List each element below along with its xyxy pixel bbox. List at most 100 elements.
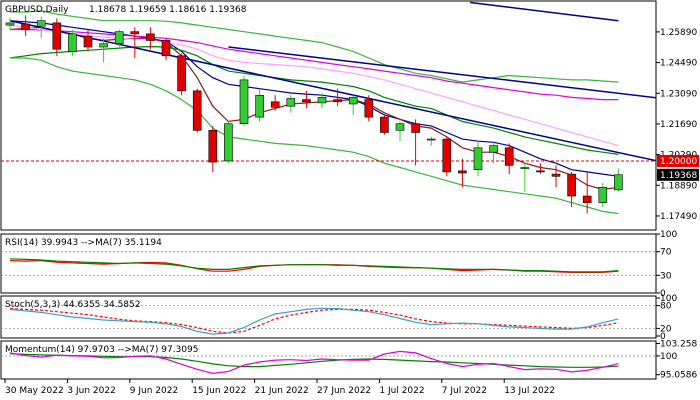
momentum-series-1 — [9, 350, 619, 375]
ohlc-header: 1.18678 1.19659 1.18616 1.19368 — [89, 5, 247, 15]
stoch-axis-tick-label: 0 — [660, 332, 666, 342]
candle-body — [114, 31, 124, 45]
rsi-series-1 — [9, 258, 619, 273]
momentum-axis-tick-label: 95.0586 — [660, 371, 697, 381]
candle-body — [302, 99, 311, 103]
rsi-axis: 100 70 30 0 — [656, 230, 677, 299]
time-axis: 30 May 2022 3 Jun 2022 9 Jun 2022 15 Jun 20… — [4, 379, 555, 396]
candle-body — [582, 195, 592, 203]
overlay-line-6 — [9, 24, 619, 147]
time-tick-label: 9 Jun 2022 — [130, 386, 178, 396]
stoch-panel: Stoch(5,3,3) 44.6355 34.5852 — [0, 295, 657, 339]
candle-body — [255, 94, 264, 118]
candle-body — [536, 170, 545, 173]
candle-body — [317, 97, 327, 104]
candle-body — [614, 174, 623, 191]
price-axis-tick-label: 1.25890 — [660, 28, 697, 38]
candle-body — [21, 23, 30, 30]
momentum-series-0 — [9, 353, 619, 368]
candle-body — [239, 79, 249, 125]
overlay-line-0 — [9, 20, 619, 177]
candle-body — [520, 167, 530, 169]
candle-body — [504, 147, 514, 166]
momentum-panel: Momentum(14) 97.9703 -->MA(7) 97.3095 — [0, 340, 657, 380]
overlay-line-3 — [10, 28, 619, 101]
time-tick-label: 3 Jun 2022 — [67, 386, 115, 396]
candle-body — [286, 98, 296, 107]
candle-body — [36, 20, 46, 27]
candle-body — [426, 138, 436, 141]
candle-body — [5, 22, 15, 26]
price-tag — [657, 168, 699, 181]
time-tick-label: 30 May 2022 — [5, 386, 64, 396]
momentum-axis-tick-label: 100 — [660, 352, 677, 362]
price-axis-tick-label: 1.18890 — [660, 181, 697, 191]
candle-body — [348, 97, 358, 105]
candle-body — [208, 129, 218, 163]
overlay-line-5 — [10, 57, 619, 215]
stoch-axis-tick-label: 100 — [660, 294, 677, 304]
time-tick-label: 1 Jul 2022 — [379, 386, 424, 396]
candle-body — [83, 35, 93, 48]
candle-body — [146, 33, 155, 41]
main-price-axis: 1.258901.244901.230901.216901.202901.188… — [656, 28, 699, 222]
candle-body — [473, 147, 483, 171]
level-tag-label: 1.20000 — [660, 157, 697, 167]
main-panel: GBPUSD,Daily 1.18678 1.19659 1.18616 1.1… — [0, 0, 657, 231]
time-tick-label: 15 Jun 2022 — [192, 386, 246, 396]
stoch-series-1 — [9, 307, 619, 335]
momentum-title: Momentum(14) 97.9703 -->MA(7) 97.3095 — [5, 345, 198, 355]
trendline-1 — [228, 46, 656, 99]
candle-body — [551, 173, 561, 177]
momentum-axis: 103.258 100 95.0586 — [656, 340, 697, 381]
candle-body — [130, 31, 140, 35]
momentum-axis-tick-label: 103.258 — [660, 340, 697, 350]
time-tick-label: 27 Jun 2022 — [317, 386, 371, 396]
level-tag — [657, 154, 699, 167]
rsi-title: RSI(14) 39.9943 -->MA(7) 35.1194 — [5, 238, 162, 248]
price-axis-tick-label: 1.23090 — [660, 89, 697, 99]
candle-body — [458, 170, 467, 174]
candle-body — [192, 90, 202, 131]
candle-body — [161, 40, 171, 57]
candle-body — [224, 123, 233, 162]
rsi-axis-tick-label: 0 — [660, 289, 666, 299]
trendline-0 — [9, 19, 656, 162]
overlay-line-2 — [9, 45, 619, 155]
candle-body — [177, 55, 186, 92]
candle-body — [395, 123, 405, 131]
candle-body — [52, 22, 62, 50]
candle-body — [411, 123, 420, 133]
price-axis-tick-label: 1.21690 — [660, 120, 697, 130]
stoch-series-0 — [9, 308, 619, 334]
candle-body — [598, 186, 608, 203]
trendline-2 — [470, 1, 619, 22]
price-tag-label: 1.19368 — [660, 171, 697, 181]
stoch-title: Stoch(5,3,3) 44.6355 34.5852 — [5, 300, 140, 310]
candle-body — [380, 116, 389, 133]
price-axis-tick-label: 1.17490 — [660, 212, 697, 222]
rsi-axis-tick-label: 30 — [660, 271, 672, 281]
overlay-line-4 — [10, 10, 619, 83]
candle-body — [364, 99, 374, 118]
time-tick-label: 13 Jul 2022 — [504, 386, 555, 396]
time-tick-label: 7 Jul 2022 — [442, 386, 487, 396]
rsi-axis-tick-label: 70 — [660, 248, 672, 258]
candle-body — [442, 138, 452, 173]
rsi-panel: RSI(14) 39.9943 -->MA(7) 35.1194 — [0, 233, 657, 294]
candle-body — [68, 33, 77, 52]
time-tick-label: 21 Jun 2022 — [255, 386, 309, 396]
candle-body — [99, 43, 108, 48]
candle-body — [270, 101, 280, 108]
main-title: GBPUSD,Daily — [5, 5, 69, 15]
candle-body — [567, 173, 576, 197]
overlay-line-1 — [9, 26, 619, 191]
candle-body — [333, 99, 342, 103]
rsi-axis-tick-label: 100 — [660, 230, 677, 240]
stoch-axis-tick-label: 20 — [660, 324, 672, 334]
stoch-axis-tick-label: 80 — [660, 302, 672, 312]
price-axis-tick-label: 1.24490 — [660, 59, 697, 69]
candle-body — [489, 145, 498, 153]
